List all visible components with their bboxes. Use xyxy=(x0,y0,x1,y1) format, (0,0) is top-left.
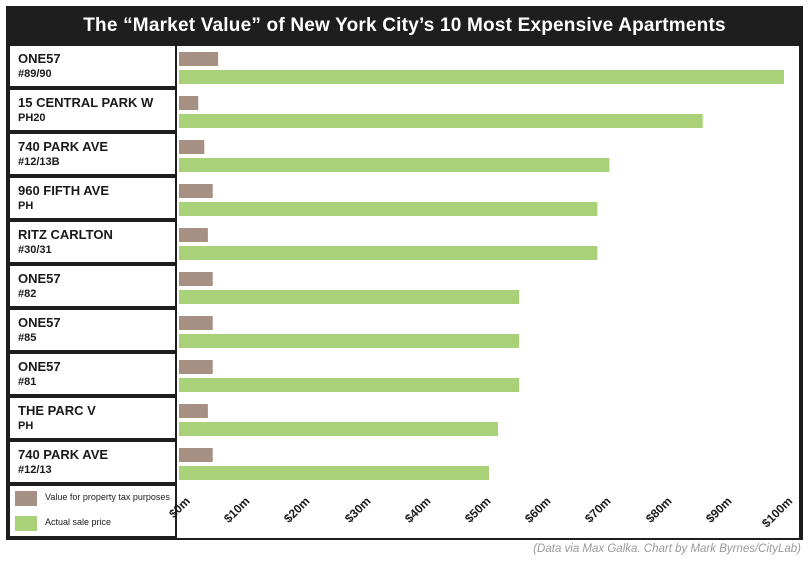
row-label-unit: #82 xyxy=(18,288,37,300)
bar-tax-value xyxy=(179,404,208,418)
row-label: ONE57 #82 xyxy=(10,266,175,306)
legend-label-sale: Actual sale price xyxy=(45,517,112,527)
legend-label-tax: Value for property tax purposes xyxy=(45,492,170,502)
bar-tax-value xyxy=(179,96,199,110)
x-tick-label: $60m xyxy=(522,494,554,526)
bar-tax-value xyxy=(179,272,213,286)
row-label: 15 CENTRAL PARK W PH20 xyxy=(10,90,175,130)
row-label-name: 15 CENTRAL PARK W xyxy=(18,95,154,110)
row-label-name: 740 PARK AVE xyxy=(18,139,109,154)
row-label: THE PARC V PH xyxy=(10,398,175,438)
bar-sale-price xyxy=(179,246,598,260)
row-label-name: 740 PARK AVE xyxy=(18,447,109,462)
row-label-name: 960 FIFTH AVE xyxy=(18,183,110,198)
bar-tax-value xyxy=(179,448,213,462)
row-label: ONE57 #81 xyxy=(10,354,175,394)
x-axis: $0m $10m $20m $30m $40m $50m $60m $70m $80m $90m $… xyxy=(166,490,799,538)
bar-tax-value xyxy=(179,228,208,242)
legend: Value for property tax purposes Actual s… xyxy=(10,486,175,536)
row-label-name: RITZ CARLTON xyxy=(18,227,113,242)
x-tick-label: $50m xyxy=(461,494,494,526)
row-label-unit: #89/90 xyxy=(18,68,52,80)
source-credit: (Data via Max Galka. Chart by Mark Byrne… xyxy=(533,543,801,555)
row-label-unit: #30/31 xyxy=(18,244,52,256)
bar-sale-price xyxy=(179,290,520,304)
row-label-unit: #85 xyxy=(18,332,37,344)
row-label-unit: PH20 xyxy=(18,112,46,124)
bar-tax-value xyxy=(179,140,205,154)
x-tick-label: $20m xyxy=(281,494,313,526)
row-label: 740 PARK AVE #12/13 xyxy=(10,442,175,482)
x-tick-label: $40m xyxy=(401,494,434,526)
row-label: 740 PARK AVE #12/13B xyxy=(10,134,175,174)
x-tick-label: $30m xyxy=(341,494,374,526)
row-label-name: THE PARC V xyxy=(18,403,96,418)
legend-swatch-tax xyxy=(15,491,37,506)
bar-tax-value xyxy=(179,316,213,330)
legend-swatch-sale xyxy=(15,516,37,531)
chart-title: The “Market Value” of New York City’s 10… xyxy=(83,15,726,36)
row-label: ONE57 #89/90 xyxy=(10,46,175,86)
bar-sale-price xyxy=(179,466,490,480)
bar-sale-price xyxy=(179,114,703,128)
bar-sale-price xyxy=(179,158,610,172)
bar-sale-price xyxy=(179,422,499,436)
x-tick-label: $80m xyxy=(642,494,675,526)
bar-tax-value xyxy=(179,360,213,374)
row-label-name: ONE57 xyxy=(18,51,61,66)
row-label: RITZ CARLTON #30/31 xyxy=(10,222,175,262)
x-tick-label: $10m xyxy=(221,494,253,526)
x-tick-label: $100m xyxy=(758,494,796,531)
row-label-name: ONE57 xyxy=(18,359,61,374)
plot-area xyxy=(177,46,799,490)
row-label-name: ONE57 xyxy=(18,315,61,330)
row-label: ONE57 #85 xyxy=(10,310,175,350)
bar-tax-value xyxy=(179,52,219,66)
x-tick-label: $70m xyxy=(582,494,614,526)
row-label-unit: #81 xyxy=(18,376,37,388)
x-tick-label: $90m xyxy=(702,494,735,526)
row-label-unit: #12/13 xyxy=(18,464,52,476)
bar-sale-price xyxy=(179,378,520,392)
bar-chart-svg xyxy=(179,52,785,480)
row-label-unit: PH xyxy=(18,420,34,432)
row-label-unit: PH xyxy=(18,200,34,212)
row-label-name: ONE57 xyxy=(18,271,61,286)
row-label-unit: #12/13B xyxy=(18,156,60,168)
bar-sale-price xyxy=(179,202,598,216)
bar-sale-price xyxy=(179,334,520,348)
bar-tax-value xyxy=(179,184,213,198)
bar-sale-price xyxy=(179,70,785,84)
row-label: 960 FIFTH AVE PH xyxy=(10,178,175,218)
